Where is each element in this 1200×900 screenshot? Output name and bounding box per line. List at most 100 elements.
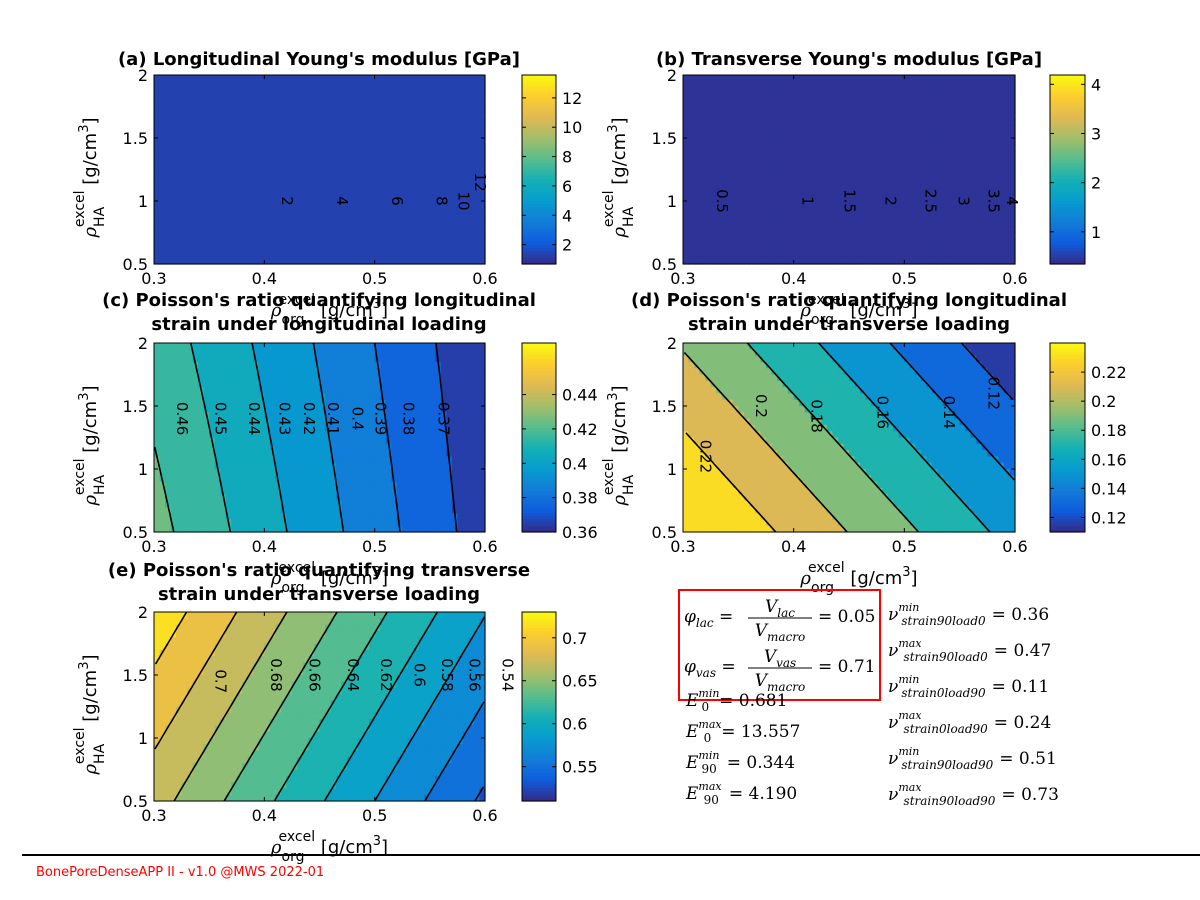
contour-label: 0.5 xyxy=(713,189,731,213)
y-tick-label: 1 xyxy=(138,729,148,748)
colorbar-tick-label: 0.16 xyxy=(1091,450,1127,469)
x-tick-label: 0.6 xyxy=(472,269,497,288)
axes-box xyxy=(153,342,486,533)
contour-lines xyxy=(154,611,486,802)
colorbar-tick-label: 1 xyxy=(1091,223,1101,242)
colorbar-tick-label: 8 xyxy=(562,148,572,167)
axis-ticks: 0.3 0.4 0.5 0.6 0.5 1 1.5 2 xyxy=(652,334,1028,556)
x-tick-label: 0.6 xyxy=(472,806,497,825)
modulus-0-max: Emax 0 = 13.557 xyxy=(685,718,800,745)
poisson-strain90load0-max: νmax strain90load0 = 0.47 xyxy=(888,637,1051,664)
panel-e: 0.7 0.68 0.66 0.64 0.62 0.6 0.58 0.56 0.540.3 0.4… xyxy=(72,560,598,865)
colorbar-tick-label: 2 xyxy=(562,236,572,255)
y-axis-label: ρHAexcel [g/cm3] xyxy=(72,117,108,238)
contour-lines xyxy=(153,342,458,533)
panel-b: 0.5 1 1.5 2 2.5 3 3.5 4 0.3 0.4 0.5 0.6 0.5 1 1.5 2 ρorg… xyxy=(601,49,1101,328)
x-tick-label: 0.6 xyxy=(1002,537,1027,556)
contour-line-0.66 xyxy=(173,611,288,802)
y-tick-label: 2 xyxy=(138,603,148,622)
colorbar-tick-label: 0.6 xyxy=(562,715,587,734)
axes-box xyxy=(153,611,486,802)
contour-label: 12 xyxy=(471,173,489,192)
contour-line-0.62 xyxy=(273,611,388,802)
contour-label: 2 xyxy=(881,196,899,206)
contour-label: 0.38 xyxy=(399,402,417,435)
panel-title: strain under transverse loading xyxy=(158,584,480,605)
contour-line-0.7 xyxy=(154,611,188,665)
x-tick-label: 0.4 xyxy=(781,269,806,288)
colorbar-tick-label: 0.2 xyxy=(1091,392,1116,411)
y-tick-label: 1.5 xyxy=(123,397,148,416)
colorbar-tick-label: 0.44 xyxy=(562,386,598,405)
contour-label: 0.16 xyxy=(874,396,892,429)
contour-label: 0.6 xyxy=(410,663,428,687)
contour-line-0.14 xyxy=(889,342,1015,481)
y-tick-label: 1 xyxy=(667,460,677,479)
modulus-90-max: Emax 90 = 4.190 xyxy=(685,780,797,807)
axis-ticks: 0.3 0.4 0.5 0.6 0.5 1 1.5 2 xyxy=(123,603,498,825)
y-tick-label: 1 xyxy=(667,192,677,211)
axis-ticks: 0.3 0.4 0.5 0.6 0.5 1 1.5 2 xyxy=(123,66,498,288)
colorbar-tick-label: 4 xyxy=(562,206,572,225)
poisson-strain90load0-min: νmin strain90load0 = 0.36 xyxy=(888,601,1049,628)
filled-contour xyxy=(683,343,1016,533)
x-tick-label: 0.4 xyxy=(252,537,277,556)
contour-labels: 0.46 0.45 0.44 0.43 0.42 0.41 0.4 0.39 0.38 0.37 xyxy=(173,402,453,435)
poisson-strain0load90-max: νmax strain0load90 = 0.24 xyxy=(888,709,1051,736)
contour-label: 0.7 xyxy=(212,669,230,693)
contour-line-0.22 xyxy=(685,432,777,533)
contour-line-0.64 xyxy=(223,611,338,802)
contour-label: 4 xyxy=(333,196,351,206)
contour-labels: 0.22 0.2 0.18 0.16 0.14 0.12 xyxy=(697,377,1003,473)
contour-label: 0.4 xyxy=(349,407,367,431)
y-tick-label: 0.5 xyxy=(652,255,677,274)
filled-contour xyxy=(154,75,486,265)
y-tick-label: 1.5 xyxy=(652,397,677,416)
filled-contour xyxy=(683,75,1016,265)
contour-label: 0.37 xyxy=(435,402,453,435)
contour-label: 0.44 xyxy=(245,402,263,435)
panel-title: (a) Longitudinal Young's modulus [GPa] xyxy=(118,49,520,70)
y-tick-label: 2 xyxy=(138,66,148,85)
axes-box xyxy=(153,74,486,265)
contour-label: 0.46 xyxy=(173,402,191,435)
contour-line-0.12 xyxy=(960,342,1014,401)
colorbar: 0.12 0.14 0.16 0.18 0.2 0.22 xyxy=(1049,342,1127,533)
panel-d: 0.220.2 0.18 0.16 0.140.120.3 0.4 0.5 0.60.511… xyxy=(601,290,1127,596)
poisson-strain0load90-min: νmin strain0load90 = 0.11 xyxy=(888,673,1049,700)
contour-label: 6 xyxy=(388,196,406,206)
panel-title: (e) Poisson's ratio quantifying transver… xyxy=(108,560,530,581)
contour-label: 0.68 xyxy=(267,658,285,691)
contour-line-0.58 xyxy=(374,616,486,802)
colorbar-tick-label: 0.38 xyxy=(562,489,598,508)
colorbar-tick-label: 0.22 xyxy=(1091,363,1127,382)
contour-line-0.56 xyxy=(424,701,485,802)
contour-line-0.41 xyxy=(190,342,232,533)
contour-label: 0.54 xyxy=(499,658,517,691)
x-tick-label: 0.6 xyxy=(1002,269,1027,288)
panel-title: (d) Poisson's ratio quantifying longitud… xyxy=(631,290,1067,311)
contour-label: 0.22 xyxy=(697,440,715,473)
contour-label: 0.56 xyxy=(466,658,484,691)
x-tick-label: 0.3 xyxy=(670,537,695,556)
poisson-strain90load90-max: νmax strain90load90 = 0.73 xyxy=(888,781,1059,808)
contour-label: 2.5 xyxy=(921,189,939,213)
contour-label: 0.42 xyxy=(300,402,318,435)
panel-title: (c) Poisson's ratio quantifying longitud… xyxy=(102,290,536,311)
contour-label: 0.43 xyxy=(276,402,294,435)
contour-label: 0.18 xyxy=(807,399,825,432)
contour-label: 0.66 xyxy=(306,658,324,691)
panel-c: 0.46 0.45 0.44 0.43 0.42 0.41 0.4 0.39 0.38 0.370… xyxy=(72,290,598,596)
x-tick-label: 0.3 xyxy=(670,269,695,288)
x-tick-label: 0.5 xyxy=(892,537,917,556)
x-axis-label: ρorgexcel [g/cm3] xyxy=(799,292,917,328)
contour-line-0.16 xyxy=(818,342,991,533)
modulus-90-min: Emin 90 = 0.344 xyxy=(685,749,795,776)
y-tick-label: 0.5 xyxy=(123,523,148,542)
contour-label: 0.41 xyxy=(324,402,342,435)
x-axis-label: ρorgexcel [g/cm3] xyxy=(799,560,917,596)
y-tick-label: 2 xyxy=(667,66,677,85)
